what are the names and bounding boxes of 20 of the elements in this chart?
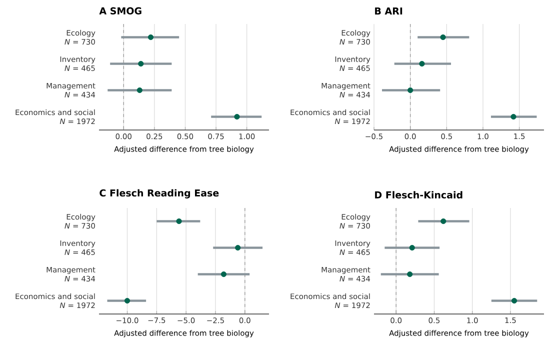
point	[148, 34, 154, 40]
point	[220, 271, 227, 278]
point	[440, 218, 446, 224]
point	[136, 87, 142, 94]
point	[235, 244, 241, 251]
point	[419, 60, 425, 67]
point	[124, 298, 130, 304]
point	[407, 271, 413, 278]
point	[440, 34, 446, 40]
point	[138, 60, 144, 67]
point	[409, 244, 415, 251]
point	[176, 218, 182, 224]
chart-title: D Flesch-Kincaid	[375, 191, 462, 198]
point	[234, 114, 240, 120]
point	[511, 298, 518, 304]
chart-title: B ARI	[375, 8, 402, 14]
point	[510, 114, 516, 120]
chart-title: C Flesch Reading Ease	[100, 189, 219, 198]
point	[408, 87, 414, 94]
chart-title: A SMOG	[99, 7, 142, 14]
